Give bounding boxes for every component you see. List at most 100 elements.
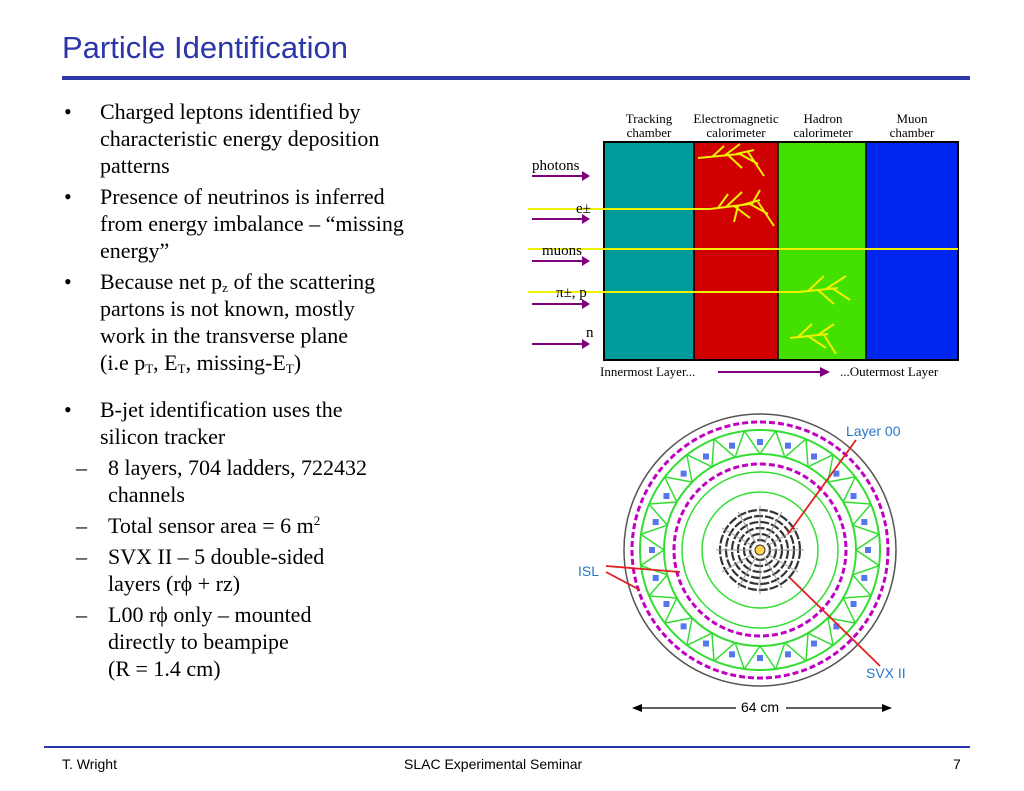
bullet-line: L00 rϕ only – mounted xyxy=(108,602,312,627)
isl-ladder xyxy=(703,640,709,647)
slide-title: Particle Identification xyxy=(62,30,349,65)
svx-wedge-edge xyxy=(763,511,783,544)
svx-wedge-edge xyxy=(763,556,783,589)
outermost-label: ...Outermost Layer xyxy=(840,364,939,379)
isl-ladder xyxy=(811,453,817,460)
bullet-line: (i.e pT, ET, missing-ET) xyxy=(100,350,302,376)
em-calorimeter-layer xyxy=(694,142,778,360)
isl-spoke xyxy=(842,597,856,624)
isl-ladder xyxy=(663,601,670,607)
isl-spoke xyxy=(734,430,745,458)
beampipe xyxy=(754,544,766,556)
particle-label: photons xyxy=(532,158,580,174)
isl-spoke xyxy=(807,454,834,468)
isl-spoke xyxy=(852,565,880,576)
isl-spoke xyxy=(784,438,807,458)
layer00-label: Layer 00 xyxy=(846,423,901,439)
scale-arrowhead xyxy=(632,704,642,712)
isl-spoke xyxy=(775,430,786,458)
particle-label: n xyxy=(586,325,594,341)
isl-spoke xyxy=(664,476,693,483)
isl-spoke xyxy=(759,430,777,455)
isl-spoke xyxy=(743,430,761,455)
bullet-line: patterns xyxy=(100,153,170,178)
bullet-line: characteristic energy deposition xyxy=(100,126,380,151)
scale-arrowhead xyxy=(882,704,892,712)
bullet-charged-leptons: Charged leptons identified by characteri… xyxy=(62,98,512,179)
outer-boundary xyxy=(623,413,897,687)
particle-label: muons xyxy=(542,243,582,259)
isl-ladder xyxy=(861,574,868,581)
bullet-line: Total sensor area = 6 m2 xyxy=(108,513,321,538)
footer-divider xyxy=(44,746,970,748)
isl-spoke xyxy=(759,645,777,670)
layer-name: chamber xyxy=(890,125,935,140)
isl-spoke xyxy=(805,633,809,661)
isl-spoke xyxy=(827,617,834,646)
isl-ladder xyxy=(757,655,763,661)
subbullet-layers: 8 layers, 704 ladders, 722432 channels xyxy=(24,454,512,508)
isl-spoke xyxy=(827,476,856,483)
isl-spoke xyxy=(852,503,872,526)
isl-ladder xyxy=(850,601,857,607)
footer-event: SLAC Experimental Seminar xyxy=(404,756,583,772)
hadron-calorimeter-layer xyxy=(778,142,866,360)
isl-spoke xyxy=(664,597,678,624)
isl-ladder xyxy=(833,470,840,477)
isl-spoke xyxy=(713,642,736,662)
bullet-line: Because net pz of the scattering xyxy=(100,269,376,295)
layer-name: Muon xyxy=(896,111,928,126)
isl-ladder xyxy=(811,640,817,647)
layer-name: calorimeter xyxy=(793,125,853,140)
isl-spoke xyxy=(648,503,668,526)
isl-ladder xyxy=(784,651,791,658)
bullet-line: directly to beampipe xyxy=(108,629,289,654)
isl-outer-ring xyxy=(630,420,890,680)
isl-spoke xyxy=(775,642,786,670)
isl-label: ISL xyxy=(578,563,599,579)
isl-ladder xyxy=(649,547,655,553)
muon-chamber-layer xyxy=(866,142,958,360)
scale-label: 64 cm xyxy=(741,699,779,715)
particle-label: e± xyxy=(576,201,591,217)
svx-wedge-edge xyxy=(721,527,754,547)
bullet-line: B-jet identification uses the xyxy=(100,397,343,422)
isl-support-ring xyxy=(639,429,881,671)
svx-wedge-edge xyxy=(737,511,757,544)
isl-ladder xyxy=(757,439,763,445)
isl-spoke xyxy=(664,617,693,624)
svx-inner-frame xyxy=(701,491,819,609)
isl-spoke xyxy=(648,574,668,597)
bullet-line: 8 layers, 704 ladders, 722432 xyxy=(108,455,368,480)
isl-ladder xyxy=(729,651,736,658)
svx-label: SVX II xyxy=(866,665,906,681)
isl-spoke xyxy=(664,476,678,503)
bullet-line: energy” xyxy=(100,238,170,263)
isl-ladder xyxy=(784,442,791,449)
isl-arrow xyxy=(605,565,681,573)
isl-ladder xyxy=(703,453,709,460)
bullet-line: work in the transverse plane xyxy=(100,323,349,348)
particle-label: π±, p xyxy=(556,285,587,301)
isl-ladder xyxy=(850,493,857,499)
bullet-transverse-plane: Because net pz of the scattering partons… xyxy=(62,268,512,376)
isl-spoke xyxy=(686,632,713,646)
layer-name: Tracking xyxy=(626,111,673,126)
layer-name: Electromagnetic xyxy=(693,111,778,126)
isl-spoke xyxy=(852,574,872,597)
svx-wedge-edge xyxy=(721,553,754,573)
isl-spoke xyxy=(855,549,880,567)
footer-author: T. Wright xyxy=(62,756,117,772)
title-divider xyxy=(62,76,970,80)
layer00-arrow xyxy=(787,439,857,535)
isl-spoke xyxy=(807,632,834,646)
isl-ladder xyxy=(680,623,687,630)
detector-layers-diagram: Tracking chamber Electromagnetic calorim… xyxy=(528,111,959,379)
bullet-line: silicon tracker xyxy=(100,424,226,449)
svx-arrow xyxy=(789,577,881,667)
bullet-line: (R = 1.4 cm) xyxy=(108,656,221,681)
silicon-tracker-diagram: Layer 00 ISL SVX II 64 cm xyxy=(578,413,906,715)
subbullet-svx: SVX II – 5 double-sided layers (rϕ + rz) xyxy=(24,543,512,597)
svx-outer-frame xyxy=(681,471,839,629)
isl-spoke xyxy=(855,533,880,551)
